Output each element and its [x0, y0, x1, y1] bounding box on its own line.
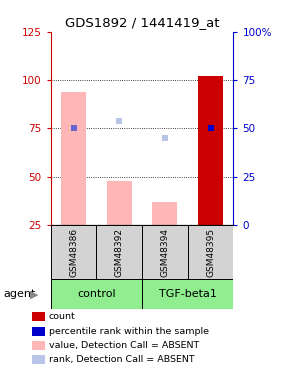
- Bar: [51, 279, 142, 309]
- Title: GDS1892 / 1441419_at: GDS1892 / 1441419_at: [65, 16, 219, 29]
- Text: ▶: ▶: [30, 290, 39, 299]
- Bar: [96, 225, 142, 279]
- Text: control: control: [77, 290, 116, 299]
- Text: GSM48386: GSM48386: [69, 228, 78, 277]
- Bar: [188, 225, 233, 279]
- Bar: [142, 225, 188, 279]
- Text: TGF-beta1: TGF-beta1: [159, 290, 217, 299]
- Bar: [198, 76, 223, 225]
- Text: count: count: [49, 312, 75, 321]
- Bar: [152, 202, 177, 225]
- Text: GSM48392: GSM48392: [115, 228, 124, 277]
- Text: percentile rank within the sample: percentile rank within the sample: [49, 327, 209, 336]
- Bar: [51, 225, 96, 279]
- Text: GSM48394: GSM48394: [160, 228, 169, 277]
- Text: agent: agent: [3, 290, 35, 299]
- Text: rank, Detection Call = ABSENT: rank, Detection Call = ABSENT: [49, 355, 194, 364]
- Bar: [142, 279, 233, 309]
- Text: value, Detection Call = ABSENT: value, Detection Call = ABSENT: [49, 341, 199, 350]
- Text: GSM48395: GSM48395: [206, 228, 215, 277]
- Bar: [61, 92, 86, 225]
- Bar: [107, 181, 132, 225]
